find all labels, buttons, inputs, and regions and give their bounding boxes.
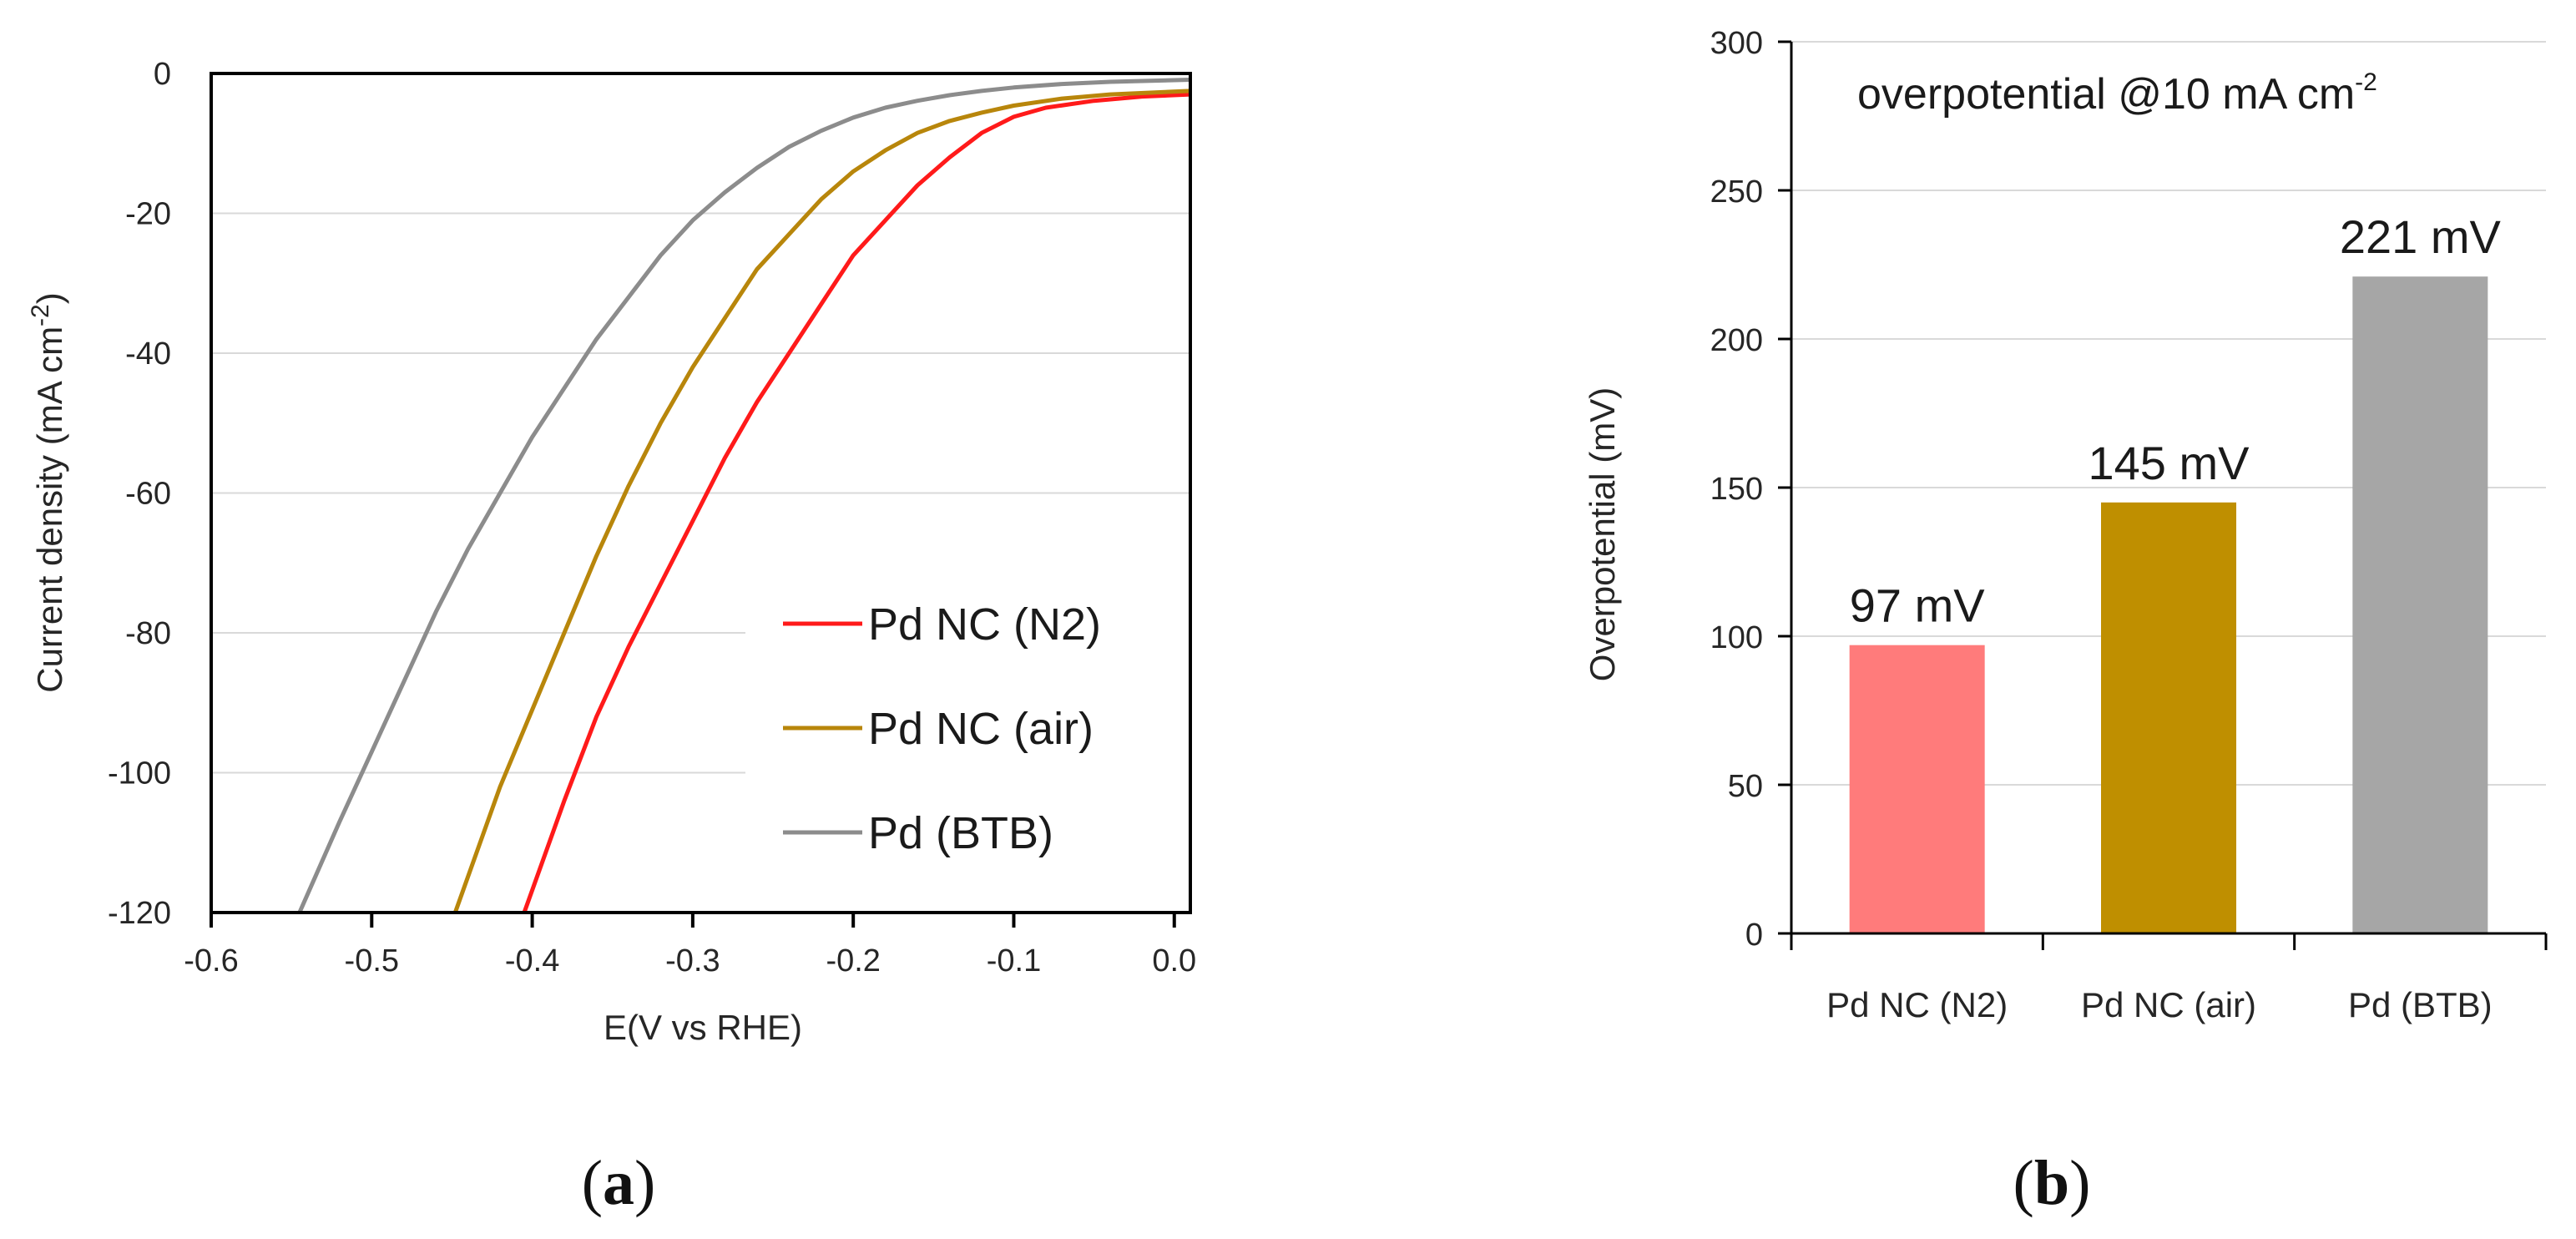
panel-b-bars [1849,276,2488,933]
panel-a-series [297,78,1191,914]
panel-a-legend: Pd NC (N2) Pd NC (air) Pd (BTB) [783,599,1101,858]
panel-a-plot-frame [210,72,1192,914]
panel-b-category-label: Pd NC (N2) [1826,985,2008,1024]
panel-b-y-tick-label: 200 [1710,323,1763,358]
bar-pd-btb [2352,276,2488,933]
panel-a-y-tick-label: -20 [125,197,171,232]
legend-label-pd-nc-n2: Pd NC (N2) [868,599,1101,650]
panel-b-y-ticks: 0 50 100 150 200 250 300 [1710,26,1791,953]
panel-b-y-tick-label: 250 [1710,174,1763,210]
panel-b-y-tick-label: 50 [1728,769,1763,804]
panel-a-x-axis-title: E(V vs RHE) [604,1008,802,1047]
legend-label-pd-nc-air: Pd NC (air) [868,704,1094,754]
panel-a-y-tick-label: -120 [108,896,171,931]
panel-a-x-tick-label: -0.2 [826,943,880,979]
panel-b-y-tick-label: 0 [1745,918,1763,953]
panel-a-x-tick-label: 0.0 [1152,943,1196,979]
legend-label-pd-btb: Pd (BTB) [868,808,1053,858]
panel-b-y-tick-label: 300 [1710,26,1763,61]
panel-a-y-ticks: 0 -20 -40 -60 -80 -100 -120 [108,57,171,931]
panel-a-y-tick-label: -40 [125,336,171,372]
panel-a-x-tick-label: -0.6 [184,943,238,979]
panel-a-x-tick-label: -0.3 [665,943,720,979]
panel-a-y-axis-title: Current density (mA cm-2) [27,292,69,692]
bar-pd-nc-air [2101,502,2236,933]
panel-a-x-tick-label: -0.4 [505,943,559,979]
panel-a-line-chart: -0.6 -0.5 -0.4 -0.3 -0.2 -0.1 0.0 0 -20 -40 -60 -8… [27,57,1196,1218]
panel-a-y-tick-label: 0 [154,57,171,92]
panel-b-bar-chart: 97 mV 145 mV 221 mV 0 50 100 150 200 250 300 Pd … [1583,26,2548,1218]
panel-a-x-tick-label: -0.1 [987,943,1041,979]
series-line-pd-nc-n2 [522,92,1191,913]
panel-a-y-tick-label: -60 [125,477,171,512]
series-line-pd-nc-air [452,88,1191,913]
panel-b-annotation: overpotential @10 mA cm-2 [1857,68,2377,119]
panel-b-y-tick-label: 150 [1710,472,1763,507]
panel-a-label: (a) [582,1148,656,1218]
bar-data-label: 97 mV [1850,579,1985,632]
panel-a-x-ticks: -0.6 -0.5 -0.4 -0.3 -0.2 -0.1 0.0 [184,913,1196,979]
panel-a-y-tick-label: -80 [125,616,171,651]
panel-b-label: (b) [2013,1148,2091,1218]
panel-b-y-tick-label: 100 [1710,620,1763,655]
panel-b-category-label: Pd NC (air) [2081,985,2256,1024]
panel-b-category-label: Pd (BTB) [2348,985,2493,1024]
panel-a-y-tick-label: -100 [108,756,171,791]
panel-b-data-labels: 97 mV 145 mV 221 mV [1850,210,2502,631]
bar-data-label: 145 mV [2089,437,2250,489]
panel-b-category-labels: Pd NC (N2) Pd NC (air) Pd (BTB) [1826,985,2493,1024]
panel-a-x-tick-label: -0.5 [345,943,399,979]
bar-pd-nc-n2 [1849,645,1985,933]
series-line-pd-btb [297,78,1191,914]
panel-b-y-axis-title: Overpotential (mV) [1583,387,1622,681]
bar-data-label: 221 mV [2340,210,2502,263]
